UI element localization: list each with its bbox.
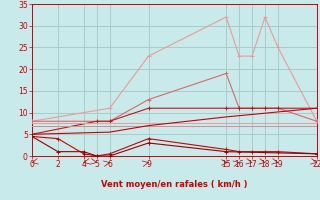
X-axis label: Vent moyen/en rafales ( km/h ): Vent moyen/en rafales ( km/h )	[101, 180, 248, 189]
